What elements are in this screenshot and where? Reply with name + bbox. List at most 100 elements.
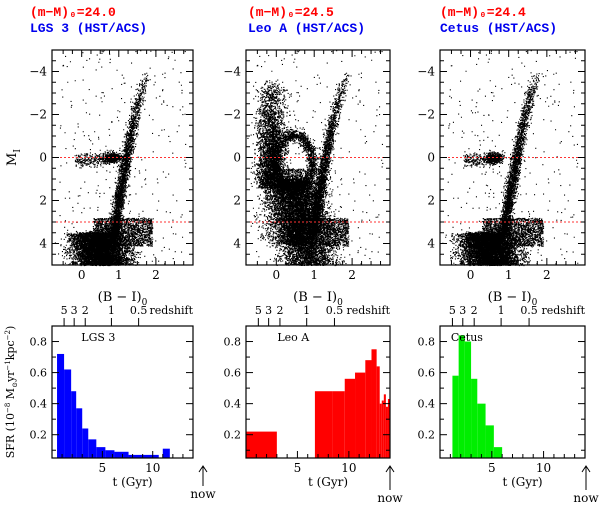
now-arrow-head — [581, 465, 591, 473]
sfr-bar — [88, 439, 97, 458]
y-tick-label: 0.2 — [30, 429, 48, 442]
galaxy-title-leoa: Leo A (HST/ACS) — [248, 21, 366, 36]
sfr-bar — [57, 353, 65, 458]
x-tick-label: 5 — [294, 461, 302, 475]
y-tick-label: 0.2 — [224, 429, 242, 442]
y-tick-label: 0.4 — [224, 398, 242, 411]
cmd-xlabel: (B − I)0 — [98, 290, 148, 308]
y-tick-label: 0 — [427, 151, 435, 165]
sfr-xlabel: t (Gyr) — [112, 475, 152, 489]
cmd-xlabel: (B − I)0 — [488, 290, 538, 308]
now-arrow-head — [385, 465, 395, 473]
sfr-bar — [381, 400, 384, 458]
sfr-bar — [464, 341, 472, 458]
heading-lgs3: (m−M)₀=24.0 LGS 3 (HST/ACS) — [30, 5, 147, 37]
x-tick-label: 0 — [467, 268, 475, 282]
redshift-tick-label: 3 — [71, 304, 78, 317]
galaxy-title-lgs3: LGS 3 (HST/ACS) — [30, 21, 148, 36]
sfr-bar — [493, 447, 503, 458]
y-tick-label: 4 — [427, 237, 435, 251]
distance-modulus-leoa: (m−M)₀=24.5 — [248, 5, 334, 20]
sfr-bar — [376, 366, 380, 458]
cmd-points-cetus — [442, 50, 579, 267]
redshift-tick-label: 2 — [471, 304, 478, 317]
y-tick-label: 0.8 — [30, 336, 48, 349]
now-label: now — [377, 491, 403, 505]
redshift-tick-label: 3 — [459, 304, 466, 317]
cmd-panel-lgs3: 0 1 2 −4 −2 0 2 4 (B − I)0 — [29, 49, 194, 308]
y-tick-label: −4 — [29, 65, 47, 79]
y-tick-label: 0.6 — [30, 367, 48, 380]
x-tick-label: 0 — [78, 268, 86, 282]
cmd-ylabel: MI — [5, 149, 23, 166]
redshift-tick-label: 5 — [255, 304, 262, 317]
x-tick-label: 2 — [543, 268, 551, 282]
now-label: now — [573, 491, 599, 505]
y-tick-label: 4 — [39, 237, 47, 251]
redshift-label: redshift — [346, 304, 390, 317]
y-tick-label: 0.8 — [224, 336, 242, 349]
sfr-bar — [365, 360, 372, 458]
redshift-tick-label: 1 — [303, 304, 310, 317]
sfr-bar — [332, 391, 345, 458]
y-tick-label: −2 — [417, 108, 435, 122]
sfr-bar — [114, 451, 129, 458]
y-tick-label: 2 — [427, 194, 435, 208]
redshift-tick-label: 5 — [61, 304, 68, 317]
sfr-ylabel: SFR (10−8 M⊙yr−1kpc−2) — [4, 326, 19, 459]
y-tick-label: 0.2 — [418, 429, 436, 442]
y-tick-label: −4 — [417, 65, 435, 79]
redshift-tick-label: 0.5 — [130, 304, 148, 317]
cmd-points-lgs3 — [54, 50, 187, 267]
sfr-bar — [379, 403, 382, 458]
redshift-tick-label: 0.5 — [520, 304, 538, 317]
cmd-panels: 0 1 2 −4 −2 0 2 4 (B − I)0 0 1 2 −4 −2 0 2 4 (B − I)0 0 1 2 −… — [5, 49, 586, 308]
sfr-bar — [371, 349, 377, 458]
y-tick-label: 0.6 — [418, 367, 436, 380]
x-tick-label: 1 — [115, 268, 123, 282]
sfr-bar — [477, 403, 486, 458]
sfr-bar — [162, 448, 170, 458]
galaxy-title-cetus: Cetus (HST/ACS) — [440, 21, 558, 36]
heading-cetus: (m−M)₀=24.4 Cetus (HST/ACS) — [440, 5, 557, 37]
x-tick-label: 5 — [488, 461, 496, 475]
cmd-points-leoa — [247, 50, 384, 267]
sfr-bar — [64, 369, 72, 458]
sfr-xlabel: t (Gyr) — [502, 475, 542, 489]
redshift-tick-label: 3 — [265, 304, 272, 317]
sfr-bar — [128, 454, 159, 458]
y-tick-label: 0.8 — [418, 336, 436, 349]
sfr-bar — [385, 406, 388, 458]
x-tick-label: 2 — [348, 268, 356, 282]
distance-modulus-cetus: (m−M)₀=24.4 — [440, 5, 526, 20]
sfr-xlabel: t (Gyr) — [308, 475, 348, 489]
heading-leoa: (m−M)₀=24.5 Leo A (HST/ACS) — [248, 5, 365, 37]
sfr-panel-label: Cetus — [451, 331, 483, 344]
sfr-panel-label: Leo A — [277, 331, 310, 344]
redshift-tick-label: 5 — [449, 304, 456, 317]
cmd-panel-leoa: 0 1 2 −4 −2 0 2 4 (B − I)0 — [223, 49, 391, 308]
sfr-bar — [471, 378, 478, 458]
sfr-bar — [82, 428, 89, 458]
sfr-bar — [344, 378, 356, 458]
cmd-panel-cetus: 0 1 2 −4 −2 0 2 4 (B − I)0 — [417, 49, 586, 308]
sfr-bar — [452, 375, 459, 458]
y-tick-label: 2 — [233, 194, 241, 208]
sfr-bar — [76, 408, 83, 458]
sfr-bar — [71, 391, 77, 458]
sfr-bar — [387, 398, 390, 458]
redshift-label: redshift — [149, 304, 193, 317]
cmd-xlabel: (B − I)0 — [293, 290, 343, 308]
x-tick-label: 10 — [341, 461, 356, 475]
sfr-bar — [355, 372, 366, 458]
x-tick-label: 10 — [145, 461, 160, 475]
x-tick-label: 1 — [310, 268, 318, 282]
redshift-tick-label: 1 — [498, 304, 505, 317]
y-tick-label: 0 — [233, 151, 241, 165]
sfr-bar — [485, 425, 494, 458]
redshift-label: redshift — [541, 304, 585, 317]
